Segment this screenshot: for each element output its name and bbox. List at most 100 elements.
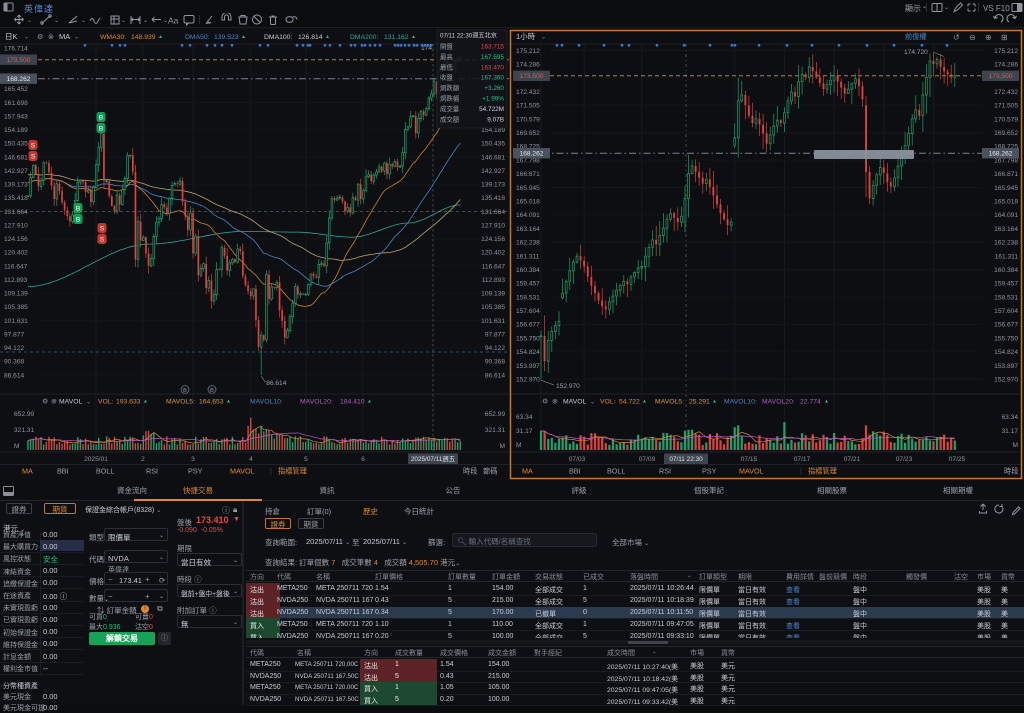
svg-text:168.262: 168.262 [7, 76, 31, 83]
svg-text:前復權: 前復權 [905, 32, 927, 41]
svg-text:VS F10: VS F10 [983, 4, 1010, 13]
svg-text:148.939: 148.939 [131, 34, 156, 41]
svg-text:時段: 時段 [463, 467, 477, 476]
svg-text:173.500: 173.500 [7, 57, 31, 64]
svg-text:⌄: ⌄ [81, 18, 86, 24]
svg-text:101.631: 101.631 [4, 318, 28, 325]
svg-text:WMA30:: WMA30: [100, 34, 126, 41]
svg-text:BOLL: BOLL [607, 467, 625, 476]
svg-text:PSY: PSY [188, 467, 203, 476]
svg-text:161.311: 161.311 [995, 253, 1019, 260]
svg-text:171.505: 171.505 [516, 103, 540, 110]
svg-text:152.970: 152.970 [994, 377, 1018, 384]
svg-text:DMA100:: DMA100: [264, 34, 292, 41]
svg-text:166.871: 166.871 [994, 171, 1018, 178]
svg-text:BBI: BBI [57, 467, 69, 476]
svg-text:MAVOL: MAVOL [563, 399, 587, 406]
svg-text:165.018: 165.018 [994, 199, 1018, 206]
svg-text:155.750: 155.750 [994, 335, 1018, 342]
svg-text:164.091: 164.091 [994, 212, 1018, 219]
svg-text:⊞: ⊞ [1001, 33, 1008, 42]
svg-text:收盤: 收盤 [440, 73, 453, 82]
svg-text:07/17: 07/17 [794, 456, 811, 463]
svg-text:⌄: ⌄ [86, 400, 91, 406]
svg-text:07/15: 07/15 [741, 456, 758, 463]
svg-text:B: B [99, 114, 103, 121]
svg-text:+1.99%: +1.99% [482, 96, 504, 103]
svg-text:165.452: 165.452 [4, 86, 28, 93]
svg-text:135.418: 135.418 [481, 195, 505, 202]
svg-text:174.720: 174.720 [904, 49, 928, 56]
svg-text:DMA50:: DMA50: [185, 34, 210, 41]
svg-text:S: S [100, 225, 105, 232]
svg-text:156.677: 156.677 [516, 322, 540, 329]
svg-text:M: M [14, 443, 20, 450]
svg-text:131.664: 131.664 [4, 209, 28, 216]
svg-text:2: 2 [141, 456, 145, 463]
svg-text:116.647: 116.647 [4, 263, 28, 270]
svg-text:154.824: 154.824 [994, 349, 1018, 356]
svg-text:25.291: 25.291 [689, 399, 710, 406]
svg-text:90.368: 90.368 [4, 359, 25, 366]
svg-text:⚙: ⚙ [542, 398, 548, 406]
svg-text:2025/07/11週五: 2025/07/11週五 [411, 454, 456, 463]
svg-text:160.384: 160.384 [516, 267, 540, 274]
svg-text:54.722: 54.722 [619, 399, 640, 406]
svg-text:163.164: 163.164 [516, 226, 540, 233]
svg-text:167.798: 167.798 [516, 157, 540, 164]
svg-text:157.604: 157.604 [994, 308, 1018, 315]
svg-text:139.173: 139.173 [4, 182, 28, 189]
svg-text:155.750: 155.750 [516, 335, 540, 342]
svg-text:97.877: 97.877 [4, 332, 25, 339]
svg-text:94.122: 94.122 [4, 345, 25, 352]
svg-text:153.897: 153.897 [516, 363, 540, 370]
svg-text:175.212: 175.212 [994, 48, 1018, 55]
svg-text:154.189: 154.189 [481, 127, 505, 134]
svg-text:184.410: 184.410 [340, 399, 365, 406]
svg-text:MAVOL: MAVOL [230, 467, 255, 476]
svg-text:160.384: 160.384 [994, 267, 1018, 274]
svg-text:86.614: 86.614 [485, 372, 506, 379]
svg-text:124.156: 124.156 [4, 236, 28, 243]
svg-text:▲: ▲ [241, 34, 246, 40]
svg-text:⌄: ⌄ [163, 18, 168, 24]
svg-text:M: M [516, 442, 522, 449]
svg-text:170.579: 170.579 [994, 116, 1018, 123]
svg-text:⌄: ⌄ [541, 35, 546, 41]
svg-text:M: M [500, 443, 506, 450]
svg-text:|: | [270, 467, 272, 476]
svg-text:150.435: 150.435 [481, 141, 505, 148]
svg-text:174.: 174. [421, 45, 434, 52]
svg-text:B: B [76, 205, 80, 212]
svg-text:94.122: 94.122 [485, 345, 506, 352]
svg-text:1小時: 1小時 [516, 32, 536, 41]
svg-text:86.614: 86.614 [4, 372, 25, 379]
svg-text:3: 3 [191, 456, 195, 463]
svg-text:174.286: 174.286 [516, 62, 540, 69]
svg-text:169.652: 169.652 [516, 130, 540, 137]
svg-text:07/11 22:30: 07/11 22:30 [669, 456, 703, 463]
svg-text:156.677: 156.677 [994, 322, 1018, 329]
svg-text:⌄: ⌄ [54, 18, 59, 24]
svg-text:MA: MA [59, 32, 70, 41]
svg-text:5: 5 [304, 456, 308, 463]
svg-text:▲: ▲ [367, 399, 372, 405]
svg-text:9.07B: 9.07B [487, 116, 504, 123]
svg-text:652.99: 652.99 [14, 411, 35, 418]
svg-text:139.523: 139.523 [214, 34, 239, 41]
svg-text:最低: 最低 [440, 62, 453, 71]
svg-text:321.31: 321.31 [485, 427, 506, 434]
svg-text:165.945: 165.945 [516, 185, 540, 192]
svg-text:153.897: 153.897 [994, 363, 1018, 370]
svg-text:152.970: 152.970 [516, 377, 540, 384]
svg-text:▲: ▲ [143, 399, 148, 405]
svg-text:124.156: 124.156 [481, 236, 505, 243]
svg-text:142.927: 142.927 [4, 168, 28, 175]
svg-text:時段: 時段 [1004, 467, 1018, 476]
svg-text:171.505: 171.505 [994, 103, 1018, 110]
svg-text:VOL:: VOL: [98, 399, 114, 406]
svg-text:PSY: PSY [702, 467, 717, 476]
svg-text:168.725: 168.725 [516, 144, 540, 151]
svg-text:M: M [1013, 442, 1019, 449]
svg-text:63.34: 63.34 [1001, 414, 1018, 421]
